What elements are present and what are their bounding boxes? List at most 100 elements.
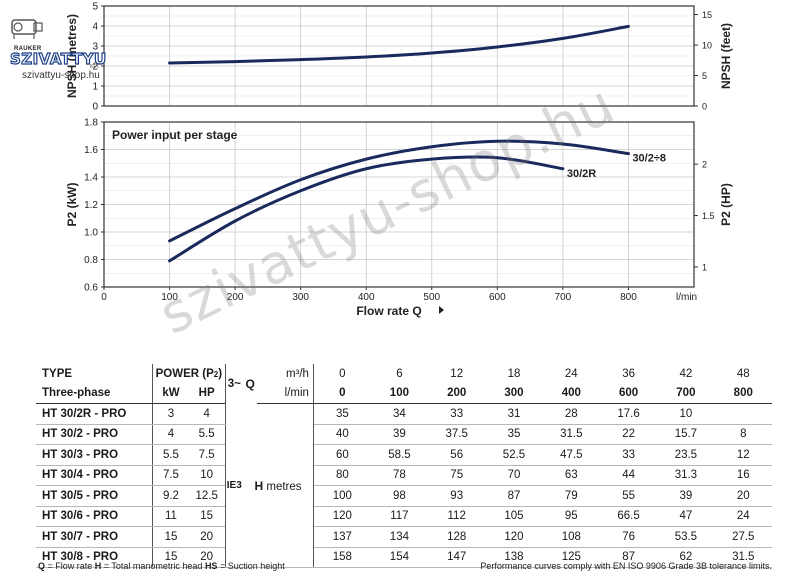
head-value-cell: 100 xyxy=(313,485,371,507)
y-tick-label: 1.6 xyxy=(84,145,98,156)
pump-icon xyxy=(11,19,43,39)
head-value-cell: 108 xyxy=(542,526,600,548)
table-row: HT 30/5 - PRO 9.2 12.5 100 98 93 87 79 55 39 20 xyxy=(36,485,772,507)
x-tick-label: 500 xyxy=(423,292,440,303)
head-value-cell: 31.5 xyxy=(714,547,772,568)
curve-series-1 xyxy=(168,155,565,263)
logo-brand: RAUKER xyxy=(14,46,42,52)
head-value-cell: 52.5 xyxy=(485,444,543,466)
y-tick-label: 1.0 xyxy=(84,228,98,239)
y2-tick-label: 5 xyxy=(702,71,707,81)
head-value-cell: 137 xyxy=(313,526,371,548)
header-kw: kW xyxy=(152,383,189,404)
row-hp: 15 xyxy=(188,506,225,527)
brand-logo: RAUKER SZIVATTYU KFT. szivattyu-shop.hu xyxy=(4,6,107,81)
header-q-lmin-cell: 700 xyxy=(657,383,715,404)
y2-tick-label: 10 xyxy=(702,41,712,51)
plot-frame xyxy=(103,5,695,107)
head-value-cell: 40 xyxy=(313,424,371,445)
series-label: 30/2R xyxy=(567,168,596,180)
header-q-lmin-cell: 800 xyxy=(714,383,772,404)
head-value-cell: 87 xyxy=(485,485,543,507)
footer-h-key: H xyxy=(94,561,102,571)
head-value-cell: 147 xyxy=(428,547,486,568)
row-type: HT 30/8 - PRO xyxy=(36,547,153,568)
y2-tick-label: 1 xyxy=(702,262,707,272)
head-value-cell: 79 xyxy=(542,485,600,507)
head-value-cell: 134 xyxy=(370,526,429,548)
head-value-cell: 33 xyxy=(599,444,658,466)
header-type: TYPE xyxy=(42,367,73,380)
table-row: HT 30/4 - PRO 7.5 10 80 78 75 70 63 44 31.3 16 xyxy=(36,465,772,486)
head-value-cell: 55 xyxy=(599,485,658,507)
ie-class-label: IE3 xyxy=(224,403,244,568)
footer-legend: Q = Flow rate H = Total manometric head … xyxy=(38,561,285,571)
header-m3h: m³/h xyxy=(257,364,314,384)
logo-sub: KFT. xyxy=(90,64,101,70)
x-unit-label: l/min xyxy=(676,292,697,303)
y2-tick-label: 15 xyxy=(702,10,712,20)
head-value-cell: 105 xyxy=(485,506,543,527)
chart-panel-1 xyxy=(101,121,698,314)
x-tick-label: 0 xyxy=(101,292,107,303)
head-value-cell: 76 xyxy=(599,526,658,548)
header-q-m3h-cell: 42 xyxy=(679,367,693,380)
row-hp: 7.5 xyxy=(188,444,225,466)
head-value-cell: 158 xyxy=(313,547,371,568)
head-value-cell: 120 xyxy=(485,526,543,548)
y-tick-label: 1 xyxy=(92,82,98,93)
row-hp: 12.5 xyxy=(188,485,225,507)
head-value-cell: 24 xyxy=(714,506,772,527)
x-tick-label: 700 xyxy=(555,292,572,303)
y-tick-label: 0.8 xyxy=(84,255,98,266)
head-value-cell: 125 xyxy=(542,547,600,568)
head-value-cell: 16 xyxy=(714,465,772,486)
header-q-m3h-cell: 0 xyxy=(339,367,346,380)
head-value-cell: 27.5 xyxy=(714,526,772,548)
footer-q-text: = Flow rate xyxy=(45,561,95,571)
plot-frame xyxy=(103,121,695,288)
header-power-close: ) xyxy=(218,367,223,380)
head-value-cell: 93 xyxy=(428,485,486,507)
y-tick-label: 1.2 xyxy=(84,200,98,211)
row-type: HT 30/3 - PRO xyxy=(36,444,153,466)
head-label: H metres xyxy=(243,403,314,568)
head-value-cell: 44 xyxy=(599,465,658,486)
head-value-cell: 66.5 xyxy=(599,506,658,527)
head-value-cell: 35 xyxy=(313,403,371,425)
head-value-cell: 39 xyxy=(657,485,715,507)
head-value-cell: 28 xyxy=(542,403,600,425)
head-value-cell: 56 xyxy=(428,444,486,466)
header-q-m3h-cell: 24 xyxy=(564,367,578,380)
y-tick-label: 2 xyxy=(92,62,98,73)
head-value-cell: 31.5 xyxy=(542,424,600,445)
row-type: HT 30/2 - PRO xyxy=(36,424,153,445)
row-type: HT 30/2R - PRO xyxy=(36,403,153,425)
y-tick-label: 1.4 xyxy=(84,173,98,184)
logo-name: SZIVATTYU xyxy=(9,49,107,68)
head-value-cell: 10 xyxy=(657,403,715,425)
head-value-cell: 8 xyxy=(714,424,772,445)
curve-series-0 xyxy=(168,24,630,65)
header-q-m3h-cell: 48 xyxy=(736,367,750,380)
head-value-cell: 63 xyxy=(542,465,600,486)
head-value-cell: 80 xyxy=(313,465,371,486)
curve-series-0 xyxy=(168,139,630,243)
head-value-cell: 154 xyxy=(370,547,429,568)
table-row: HT 30/8 - PRO 15 20 158 154 147 138 125 87 62 31.5 xyxy=(36,547,772,568)
head-value-cell: 22 xyxy=(599,424,658,445)
x-tick-label: 300 xyxy=(292,292,309,303)
head-value-cell: 20 xyxy=(714,485,772,507)
head-value-cell: 70 xyxy=(485,465,543,486)
row-hp: 5.5 xyxy=(188,424,225,445)
head-value-cell xyxy=(714,403,772,425)
head-value-cell: 95 xyxy=(542,506,600,527)
header-q-lmin-cell: 200 xyxy=(428,383,486,404)
y-axis-label: P2 (kW) xyxy=(65,182,79,226)
header-power-label: POWER (P xyxy=(155,367,214,380)
header-three-phase-symbol: 3~ xyxy=(224,364,244,404)
chart-title: Power input per stage xyxy=(112,128,238,142)
x-tick-label: 200 xyxy=(227,292,244,303)
row-kw: 9.2 xyxy=(152,485,189,507)
head-value-cell: 58.5 xyxy=(370,444,429,466)
